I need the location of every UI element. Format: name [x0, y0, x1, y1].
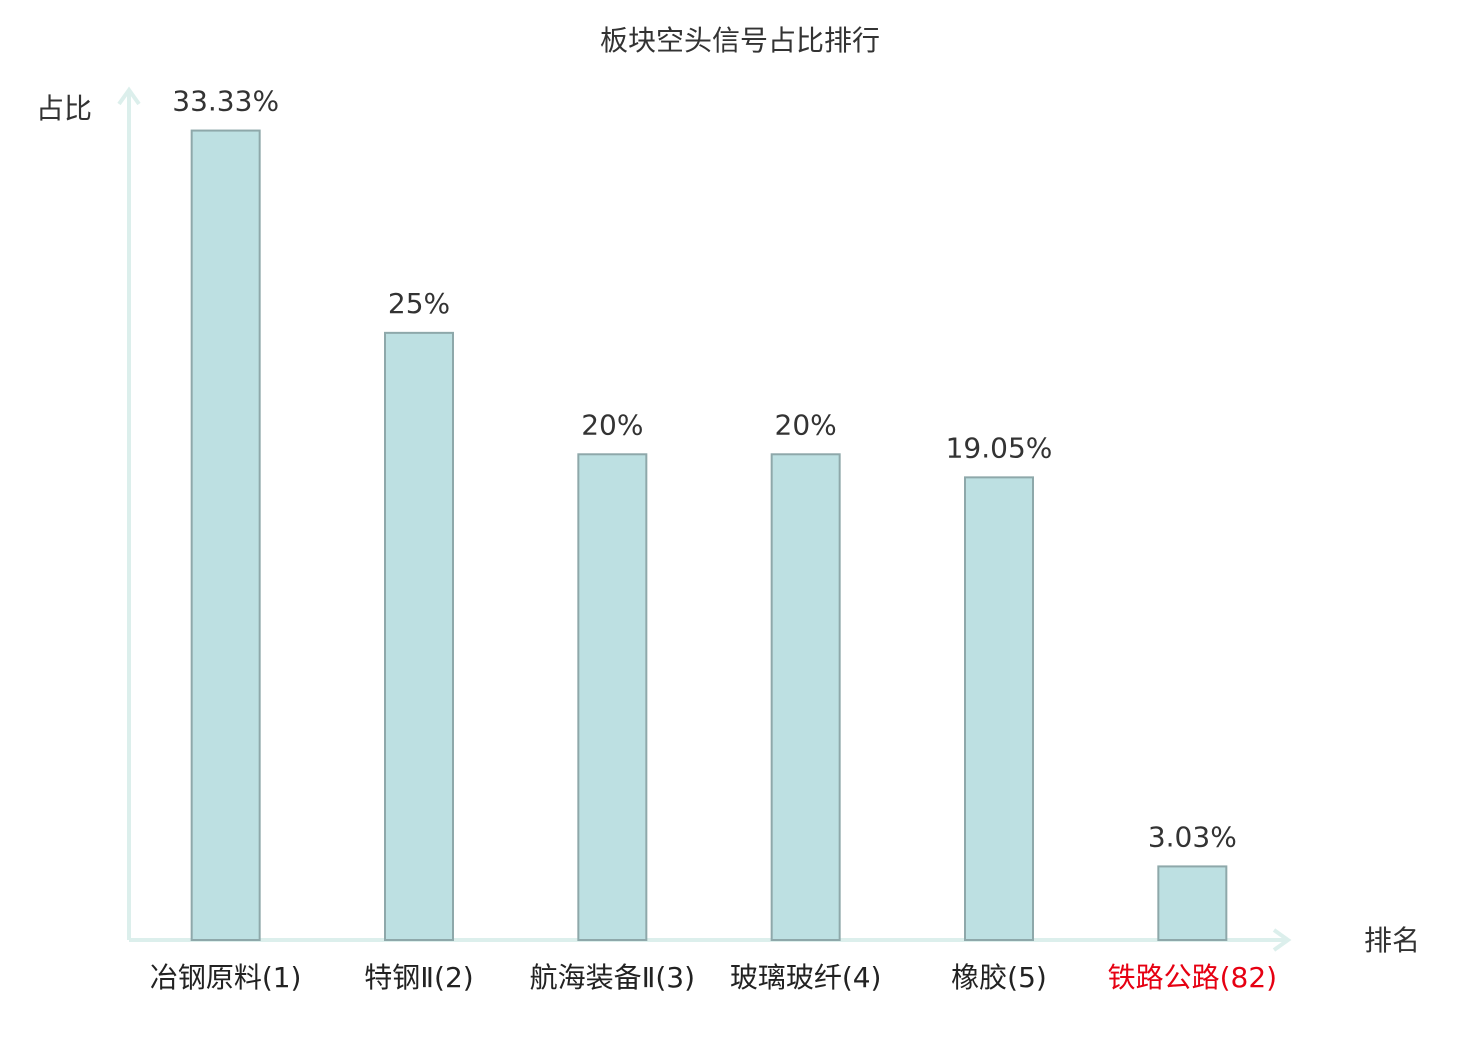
x-tick-label: 特钢Ⅱ(2)	[364, 961, 474, 994]
x-tick-label: 玻璃玻纤(4)	[729, 961, 882, 994]
axes	[117, 86, 1292, 952]
bar	[190, 129, 261, 942]
x-tick-label: 橡胶(5)	[951, 961, 1047, 994]
value-label: 20%	[775, 408, 837, 441]
y-axis-label: 占比	[36, 92, 92, 125]
value-label: 25%	[388, 287, 450, 320]
bar	[964, 476, 1034, 941]
value-label: 19.05%	[946, 431, 1053, 464]
chart-title: 板块空头信号占比排行	[600, 24, 880, 57]
value-label: 3.03%	[1148, 820, 1237, 853]
x-axis-label: 排名	[1364, 924, 1420, 957]
bar	[770, 453, 841, 941]
x-tick-label: 铁路公路(82)	[1107, 961, 1278, 994]
x-tick-label: 航海装备Ⅱ(3)	[529, 961, 696, 994]
value-label: 20%	[581, 408, 643, 441]
value-label: 33.33%	[172, 85, 279, 118]
bar	[577, 453, 648, 941]
bar	[1157, 865, 1228, 942]
x-tick-label: 冶钢原料(1)	[149, 961, 302, 994]
bar	[384, 331, 454, 942]
